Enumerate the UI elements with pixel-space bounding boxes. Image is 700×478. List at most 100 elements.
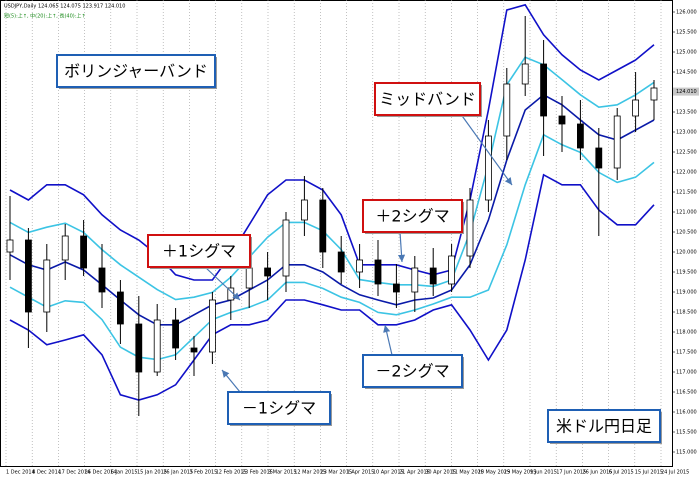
last-price-label: 124.010 [676,89,697,95]
annotation-arrow [397,231,406,263]
x-tick-label: 17 Jun 2015 [556,470,586,476]
x-tick-label: 24 Jul 2015 [661,470,689,476]
candle-body [190,347,198,353]
annotation-arrow [383,324,393,356]
x-tick-label: 26 Jan 2015 [163,470,193,476]
x-tick-label: 11 May 2015 [451,470,484,476]
candle-body [392,283,400,293]
y-tick-label: 121.500 [676,190,697,196]
annotation-box [374,82,481,116]
x-tick-label: 10 Apr 2015 [373,470,404,476]
y-tick-label: 117.000 [676,370,697,376]
y-tick-label: 125.500 [676,30,697,36]
candle-body [650,87,658,101]
annotation-box [362,199,463,233]
candle-body [80,235,87,269]
x-tick-label: 9 Jun 2015 [530,470,557,476]
candle-body [98,267,106,293]
candle-body [319,199,327,253]
y-tick-label: 123.500 [676,110,697,116]
candle-body [43,259,51,313]
candle-body [448,255,456,285]
y-tick-label: 123.000 [676,130,697,136]
y-tick-label: 119.500 [676,270,697,276]
x-tick-label: 3 Mar 2015 [268,470,297,476]
annotation-text: ＋1シグマ [162,242,236,261]
candle-body [411,267,419,293]
candle-body [135,323,143,373]
x-tick-label: 26 Dec 2014 [85,470,117,476]
x-tick-label: 20 May 2015 [478,470,511,476]
x-tick-label: 26 Jun 2015 [582,470,612,476]
y-tick-label: 120.000 [676,250,697,256]
annotation-box [362,354,463,388]
x-tick-label: 12 Mar 2015 [294,470,326,476]
x-tick-label: 12 Feb 2015 [216,470,247,476]
candle-body [208,299,216,353]
band-line [9,173,655,401]
y-tick-label: 126.000 [676,10,697,16]
y-tick-label: 118.000 [676,330,697,336]
x-tick-label: 1 Dec 2014 [6,470,35,476]
annotation-text: ボリンジャーバンド [64,62,208,81]
annotation-box [227,391,331,425]
x-tick-label: 1 Apr 2015 [347,470,375,476]
candle-body [153,319,161,373]
header: USDJPY,Daily 124.065 124.075 123.917 124… [4,4,125,10]
candle-body [521,63,529,85]
y-tick-label: 122.000 [676,170,697,176]
y-tick-label: 122.500 [676,150,697,156]
candle-body [466,199,474,257]
annotation-text: －1シグマ [242,399,316,418]
y-tick-label: 121.000 [676,210,697,216]
y-tick-label: 116.000 [676,410,697,416]
y-tick-label: 124.500 [676,70,697,76]
x-tick-label: 6 Jan 2015 [111,470,138,476]
y-tick-label: 115.000 [676,450,697,456]
band-line [9,133,655,361]
annotation-text: ミッドバンド [379,90,476,109]
annotation-arrow [221,369,241,393]
x-tick-label: 15 Jul 2015 [635,470,663,476]
x-tick-label: 23 Mar 2015 [320,470,352,476]
candle-body [595,147,603,169]
candle-body [613,115,621,169]
annotation-text: ＋2シグマ [375,207,449,226]
candle-body [300,199,308,221]
x-tick-label: 23 Feb 2015 [242,470,273,476]
x-tick-label: 29 May 2015 [504,470,537,476]
candle-body [6,239,14,253]
candle-body [24,239,32,313]
y-tick-label: 115.500 [676,430,697,436]
y-tick-label: 119.000 [676,290,697,296]
annotation-arrow [204,266,241,301]
y-tick-label: 117.500 [676,350,697,356]
candle-body [374,259,382,285]
y-tick-label: 118.500 [676,310,697,316]
x-tick-label: 30 Apr 2015 [425,470,456,476]
candle-body [577,123,584,149]
candle-body [540,63,547,117]
x-tick-label: 21 Apr 2015 [399,470,430,476]
candle-body [61,235,69,261]
annotation-box [147,234,251,268]
candle-body [484,135,492,201]
band-line [9,3,655,281]
y-tick-label: 116.500 [676,390,697,396]
candle-body [558,115,566,125]
candle-body [117,291,124,325]
candle-body [503,83,511,137]
y-tick-label: 125.000 [676,50,697,56]
annotation-box [56,54,216,88]
annotation-box [547,409,661,443]
annotation-text: 米ドル円日足 [556,417,652,436]
x-tick-label: 6 Jul 2015 [609,470,634,476]
annotation-arrow [459,112,513,186]
candle-body [264,267,272,277]
indicator-text: 短(5):上↑, 中(20):上↑, 長(40):上↑ [4,13,86,20]
last-price-box [673,87,699,96]
x-tick-label: 8 Dec 2014 [32,470,61,476]
x-tick-label: 15 Jan 2015 [137,470,167,476]
y-tick-label: 120.500 [676,230,697,236]
